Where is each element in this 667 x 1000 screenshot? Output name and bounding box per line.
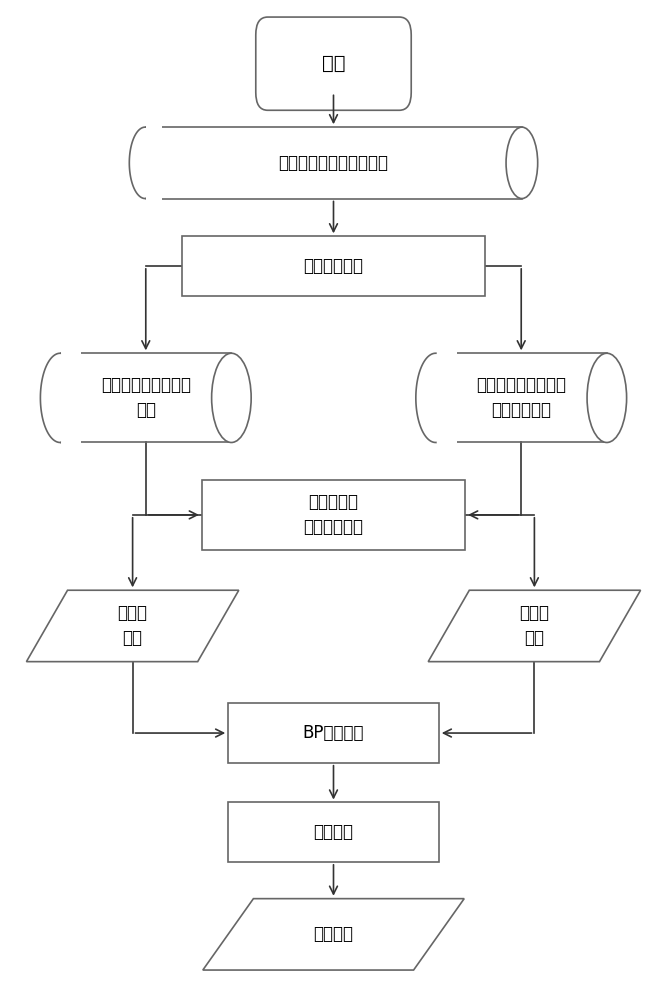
Ellipse shape (587, 353, 626, 442)
Polygon shape (203, 899, 464, 970)
Polygon shape (27, 590, 239, 662)
Bar (182, 236, 485, 296)
Text: 获取生产计划和检修计划: 获取生产计划和检修计划 (279, 154, 388, 172)
Bar (436, 353, 607, 442)
Ellipse shape (416, 353, 456, 442)
Ellipse shape (211, 353, 251, 442)
Bar (413, 351, 436, 444)
Text: 获取该生产工况历史
数据: 获取该生产工况历史 数据 (101, 376, 191, 419)
Text: 确定生产工况: 确定生产工况 (303, 257, 364, 275)
Bar (37, 351, 60, 444)
Bar (201, 480, 466, 550)
Polygon shape (428, 590, 640, 662)
Text: 获取待预测时段对应
供需预测数据: 获取待预测时段对应 供需预测数据 (476, 376, 566, 419)
Bar (145, 127, 522, 199)
Ellipse shape (506, 127, 538, 199)
FancyBboxPatch shape (255, 17, 412, 110)
Bar (60, 353, 231, 442)
Text: 归一化方法
向量空间重构: 归一化方法 向量空间重构 (303, 493, 364, 536)
Text: 预测数据: 预测数据 (313, 925, 354, 943)
Bar (145, 125, 162, 201)
Text: BP神经网络: BP神经网络 (303, 724, 364, 742)
Bar (228, 703, 439, 763)
Bar (126, 125, 145, 201)
Bar (60, 351, 81, 444)
Text: 预测数
据集: 预测数 据集 (520, 604, 550, 647)
Ellipse shape (41, 353, 80, 442)
Bar (436, 351, 457, 444)
Text: 开始: 开始 (321, 54, 346, 73)
Bar (228, 802, 439, 862)
Ellipse shape (129, 127, 161, 199)
Text: 训练数
据集: 训练数 据集 (117, 604, 147, 647)
Text: 反归一化: 反归一化 (313, 823, 354, 841)
